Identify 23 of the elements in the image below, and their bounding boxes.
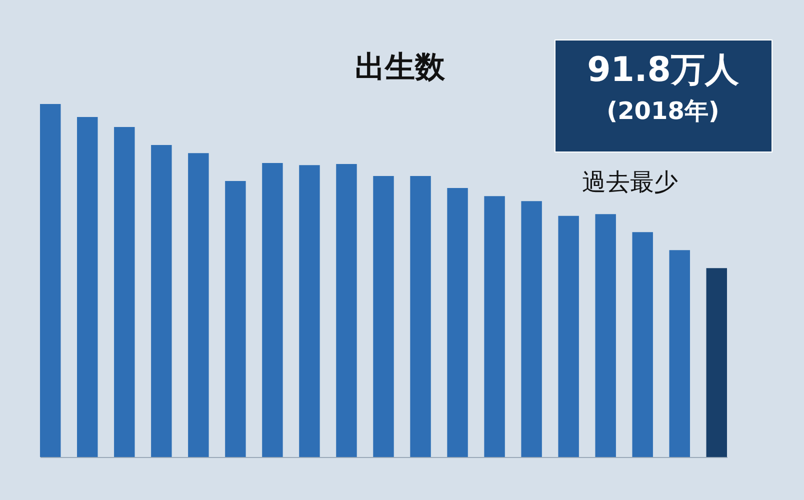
bar xyxy=(558,216,579,457)
bar xyxy=(595,214,616,457)
text: 91.8万人 xyxy=(587,50,740,90)
bar xyxy=(632,232,653,457)
annotation: (2018年) xyxy=(606,97,720,125)
bar xyxy=(706,268,727,457)
bar xyxy=(447,188,468,457)
bar xyxy=(77,117,98,457)
bar xyxy=(521,201,542,457)
annotation: 過去最少 xyxy=(582,168,678,196)
bar xyxy=(299,165,320,457)
chart-title: 出生数 xyxy=(355,50,446,85)
bar xyxy=(40,104,61,457)
bar xyxy=(114,126,135,457)
bar xyxy=(669,250,690,457)
bar xyxy=(188,153,209,457)
bar xyxy=(262,162,283,457)
bar xyxy=(484,196,505,457)
bar xyxy=(225,180,246,457)
bar xyxy=(410,176,431,457)
bar xyxy=(373,176,394,457)
bar xyxy=(336,164,357,457)
bar xyxy=(151,144,172,457)
